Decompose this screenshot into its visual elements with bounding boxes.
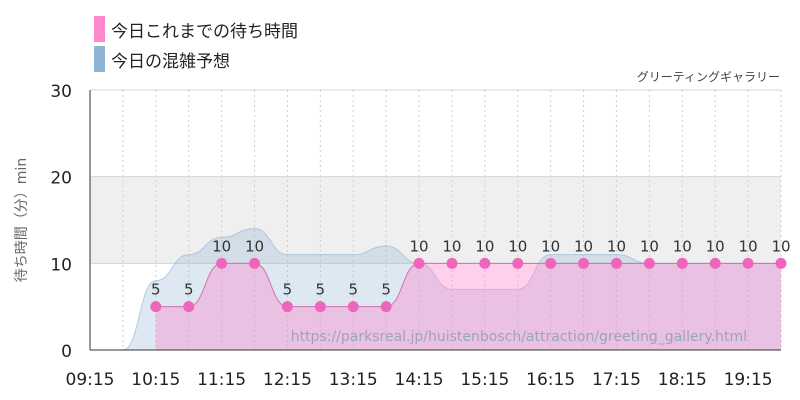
data-point <box>545 257 557 269</box>
x-tick-label: 13:15 <box>329 370 378 390</box>
x-tick-label: 10:15 <box>131 370 180 390</box>
data-point <box>150 301 162 313</box>
data-label: 10 <box>673 237 692 255</box>
actual-area <box>155 263 782 350</box>
data-label: 5 <box>316 281 326 299</box>
y-tick-label: 10 <box>50 255 72 275</box>
legend-swatch-actual <box>94 16 105 42</box>
data-label: 10 <box>771 237 790 255</box>
data-label: 10 <box>410 237 429 255</box>
data-point <box>413 257 425 269</box>
x-tick-label: 14:15 <box>395 370 444 390</box>
data-label: 5 <box>151 281 161 299</box>
data-point <box>479 257 491 269</box>
data-point <box>446 257 458 269</box>
data-point <box>775 257 787 269</box>
data-point <box>676 257 688 269</box>
data-point <box>216 257 228 269</box>
x-tick-label: 17:15 <box>592 370 641 390</box>
data-label: 5 <box>381 281 391 299</box>
data-label: 10 <box>706 237 725 255</box>
y-axis-label: 待ち時間（分）min <box>14 158 30 282</box>
data-point <box>578 257 590 269</box>
data-point <box>249 257 261 269</box>
data-label: 10 <box>245 237 264 255</box>
forecast-area <box>90 228 781 350</box>
x-tick-label: 19:15 <box>724 370 773 390</box>
data-point <box>643 257 655 269</box>
y-tick-label: 20 <box>50 169 72 189</box>
legend-item-forecast: 今日の混雑予想 <box>94 44 298 74</box>
data-label: 10 <box>475 237 494 255</box>
data-point <box>709 257 721 269</box>
data-point <box>512 257 524 269</box>
x-tick-label: 15:15 <box>460 370 509 390</box>
x-tick-label: 11:15 <box>197 370 246 390</box>
x-tick-label: 16:15 <box>526 370 575 390</box>
source-label: グリーティングギャラリー <box>636 70 780 84</box>
data-point <box>347 301 359 313</box>
legend-label-actual: 今日これまでの待ち時間 <box>111 21 298 42</box>
legend-swatch-forecast <box>94 46 105 72</box>
data-label: 10 <box>508 237 527 255</box>
data-point <box>610 257 622 269</box>
data-label: 10 <box>607 237 626 255</box>
data-label: 5 <box>283 281 293 299</box>
y-tick-label: 0 <box>61 342 72 362</box>
data-point <box>314 301 326 313</box>
data-label: 10 <box>541 237 560 255</box>
data-point <box>183 301 195 313</box>
x-tick-label: 18:15 <box>658 370 707 390</box>
data-label: 10 <box>442 237 461 255</box>
legend: 今日これまでの待ち時間 今日の混雑予想 <box>94 14 298 74</box>
x-tick-label: 12:15 <box>263 370 312 390</box>
legend-item-actual: 今日これまでの待ち時間 <box>94 14 298 44</box>
legend-label-forecast: 今日の混雑予想 <box>111 51 230 72</box>
data-label: 5 <box>184 281 194 299</box>
data-label: 5 <box>348 281 358 299</box>
x-tick-label: 09:15 <box>66 370 115 390</box>
y-tick-label: 30 <box>50 82 72 102</box>
band-10-20 <box>90 176 781 264</box>
data-point <box>281 301 293 313</box>
data-label: 10 <box>212 237 231 255</box>
data-label: 10 <box>640 237 659 255</box>
data-point <box>380 301 392 313</box>
data-point <box>742 257 754 269</box>
data-label: 10 <box>574 237 593 255</box>
watermark: https://parksreal.jp/huistenbosch/attrac… <box>291 329 747 345</box>
data-label: 10 <box>739 237 758 255</box>
